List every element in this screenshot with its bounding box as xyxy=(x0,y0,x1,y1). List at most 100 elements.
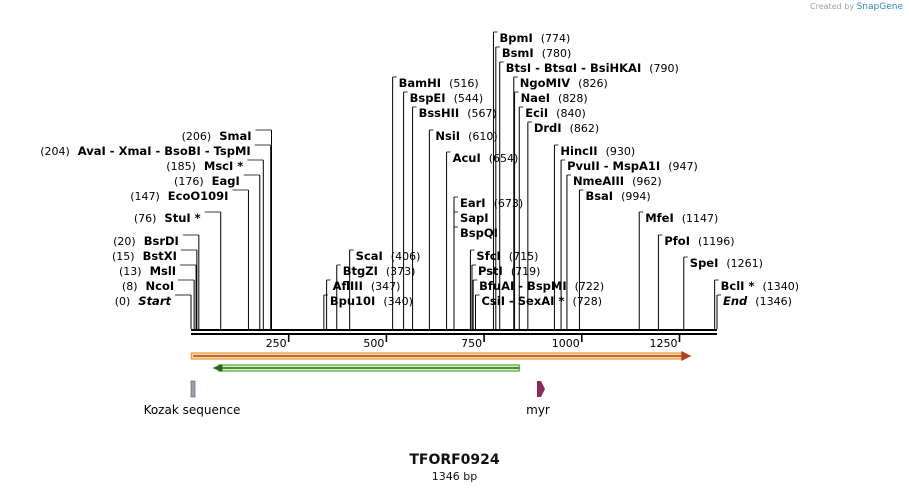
site-label: MfeI xyxy=(645,211,674,225)
site-position: (8) xyxy=(122,280,138,293)
site-label: NsiI xyxy=(435,129,460,143)
construct-size: 1346 bp xyxy=(431,470,478,483)
site-label: CsiI - SexAI * xyxy=(481,294,564,308)
credit-prefix: Created by xyxy=(810,2,855,11)
site-label: BsaI xyxy=(585,189,613,203)
site-label: BclI * xyxy=(721,279,755,293)
site-label: SpeI xyxy=(690,256,719,270)
kozak-feature xyxy=(190,380,196,398)
site-position: (206) xyxy=(182,130,212,143)
site-position: (722) xyxy=(575,280,605,293)
site-label: AflIII xyxy=(333,279,363,293)
site-position: (204) xyxy=(40,145,70,158)
site-label: Start xyxy=(138,294,171,308)
site-position: (728) xyxy=(572,295,602,308)
axis-tick-label: 1250 xyxy=(649,337,677,350)
site-label: BamHI xyxy=(399,76,441,90)
site-position: (1346) xyxy=(755,295,792,308)
site-label: Bpu10I xyxy=(330,294,375,308)
inner-orf-head xyxy=(212,364,223,372)
site-position: (994) xyxy=(621,190,651,203)
site-position: (13) xyxy=(119,265,142,278)
site-position: (715) xyxy=(509,250,539,263)
site-label: EcoO109I xyxy=(168,189,229,203)
site-label: NaeI xyxy=(521,91,550,105)
site-label: NcoI xyxy=(146,279,175,293)
site-position: (516) xyxy=(449,77,479,90)
site-position: (840) xyxy=(556,107,586,120)
axis-tick-label: 1000 xyxy=(552,337,580,350)
site-position: (826) xyxy=(578,77,608,90)
site-label: BsmI xyxy=(502,46,534,60)
site-label: EarI xyxy=(460,196,486,210)
site-label: PstI xyxy=(478,264,503,278)
site-label: NgoMIV xyxy=(520,76,570,90)
site-position: (862) xyxy=(570,122,600,135)
site-label: EciI xyxy=(525,106,548,120)
site-position: (828) xyxy=(558,92,588,105)
site-position: (610) xyxy=(468,130,498,143)
site-position: (76) xyxy=(134,212,157,225)
orf-arrow-head xyxy=(681,351,692,361)
site-position: (0) xyxy=(115,295,131,308)
site-position: (790) xyxy=(649,62,679,75)
site-label: EagI xyxy=(212,174,240,188)
site-label: BssHII xyxy=(419,106,460,120)
site-label: MscI * xyxy=(204,159,243,173)
construct-name: TFORF0924 xyxy=(409,452,500,468)
site-label: BtgZI xyxy=(343,264,378,278)
site-label: MslI xyxy=(150,264,177,278)
site-position: (947) xyxy=(668,160,698,173)
site-label: BspQI xyxy=(460,226,498,240)
site-label: PvuII - MspA1I xyxy=(567,159,660,173)
kozak-label: Kozak sequence xyxy=(144,403,241,417)
axis-tick-label: 750 xyxy=(461,337,482,350)
site-position: (673) xyxy=(494,197,524,210)
site-position: (185) xyxy=(166,160,196,173)
site-position: (544) xyxy=(454,92,484,105)
site-position: (719) xyxy=(511,265,541,278)
site-label: HincII xyxy=(560,144,597,158)
backbone-bottom-strand xyxy=(191,333,717,335)
site-label: BpmI xyxy=(499,31,532,45)
axis-tick-label: 250 xyxy=(266,337,287,350)
site-position: (930) xyxy=(606,145,636,158)
site-position: (20) xyxy=(113,235,136,248)
site-position: (774) xyxy=(541,32,571,45)
credit-brand: SnapGene xyxy=(856,2,903,12)
site-label: End xyxy=(723,294,748,308)
site-label: StuI * xyxy=(164,211,200,225)
site-position: (340) xyxy=(383,295,413,308)
site-position: (176) xyxy=(174,175,204,188)
site-position: (347) xyxy=(371,280,401,293)
site-label: DrdI xyxy=(534,121,562,135)
backbone-top-strand xyxy=(191,329,717,331)
site-position: (1340) xyxy=(762,280,799,293)
myr-label: myr xyxy=(526,403,550,417)
site-position: (406) xyxy=(391,250,421,263)
site-label: PfoI xyxy=(664,234,690,248)
site-label: BstXI xyxy=(143,249,177,263)
site-label: BtsI - BtsαI - BsiHKAI xyxy=(506,61,642,75)
site-position: (1261) xyxy=(726,257,763,270)
site-label: ScaI xyxy=(356,249,383,263)
site-position: (15) xyxy=(112,250,135,263)
site-position: (1196) xyxy=(698,235,735,248)
site-position: (1147) xyxy=(682,212,719,225)
site-label: BfuAI - BspMI xyxy=(479,279,566,293)
site-label: AvaI - XmaI - BsoBI - TspMI xyxy=(78,144,251,158)
site-label: NmeAIII xyxy=(573,174,624,188)
site-label: AcuI xyxy=(453,151,481,165)
site-position: (780) xyxy=(542,47,572,60)
site-label: BspEI xyxy=(410,91,446,105)
site-label: SmaI xyxy=(219,129,251,143)
site-position: (962) xyxy=(632,175,662,188)
site-label: SapI xyxy=(460,211,489,225)
site-position: (567) xyxy=(467,107,497,120)
site-position: (147) xyxy=(130,190,160,203)
site-label: BsrDI xyxy=(144,234,179,248)
site-position: (373) xyxy=(386,265,416,278)
axis-tick-label: 500 xyxy=(363,337,384,350)
snapgene-credit: Created by SnapGene xyxy=(810,2,903,12)
